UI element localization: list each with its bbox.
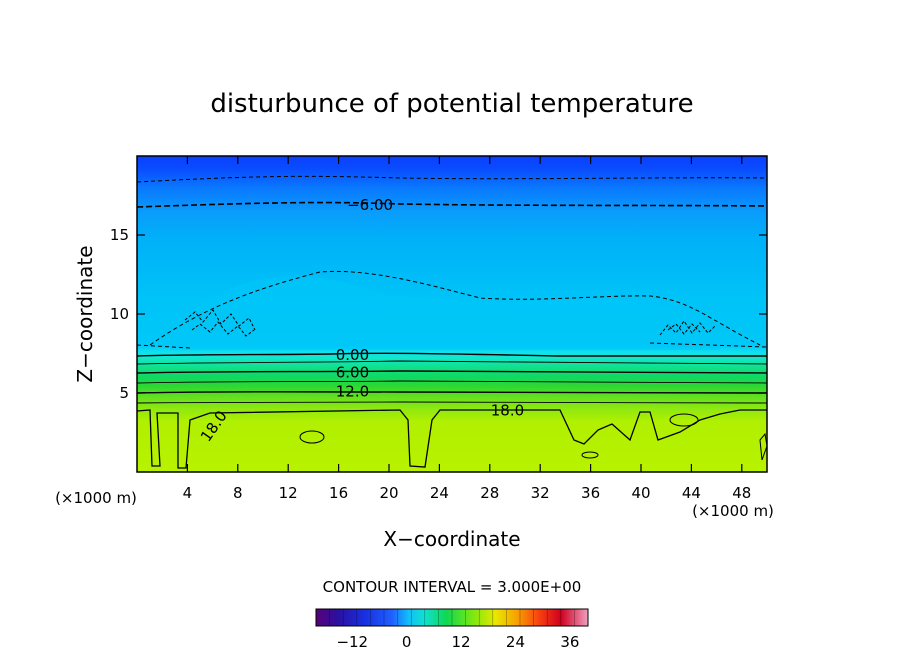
colorbar-tick-label: −12 [336, 633, 368, 651]
x-tick-label: 44 [682, 484, 701, 502]
contour-closed-1 [299, 430, 325, 444]
x-unit-right: (×1000 m) [692, 502, 774, 520]
contour-zero [137, 352, 767, 357]
y-tick-label: 5 [119, 384, 129, 402]
contour-turb-right [659, 320, 717, 336]
contour-6 [137, 370, 767, 374]
contour-turb-left [184, 309, 256, 337]
contour-dashed-minus6 [137, 201, 767, 208]
contour-dashed-top [137, 175, 767, 183]
x-axis-label: X−coordinate [383, 527, 520, 551]
contour-18 [137, 409, 767, 469]
cyan-bulge [170, 275, 720, 350]
contour-label: 12.0 [336, 382, 369, 400]
x-axis: 4 8 12 16 20 24 28 32 36 40 44 48 [183, 156, 751, 502]
contour-closed-2 [669, 413, 699, 427]
x-tick-label: 32 [531, 484, 550, 502]
colorbar: −12 0 12 24 36 [315, 608, 589, 651]
x-tick-label: 40 [631, 484, 650, 502]
colorbar-tick-label: 36 [560, 633, 579, 651]
x-tick-label: 12 [279, 484, 298, 502]
x-tick-label: 16 [329, 484, 348, 502]
y-axis-label: Z−coordinate [73, 245, 97, 382]
x-tick-label: 36 [581, 484, 600, 502]
x-tick-label: 24 [430, 484, 449, 502]
contour-right-edge [759, 432, 767, 461]
contour-dashed-low [137, 342, 767, 349]
contour-15 [137, 401, 767, 404]
colorbar-ticks: −12 0 12 24 36 [315, 609, 589, 651]
y-tick-label: 15 [110, 226, 129, 244]
x-tick-label: 8 [233, 484, 243, 502]
colorbar-tick-label: 0 [402, 633, 412, 651]
contour-12 [137, 391, 767, 394]
x-tick-label: 4 [183, 484, 193, 502]
x-tick-label: 28 [480, 484, 499, 502]
x-tick-label: 48 [732, 484, 751, 502]
contour-label: 0.00 [336, 346, 369, 364]
chart-title: disturbunce of potential temperature [210, 89, 693, 119]
y-tick-label: 10 [110, 305, 129, 323]
colorbar-tick-label: 24 [506, 633, 525, 651]
contour-3 [137, 360, 767, 365]
contour-label: 18.0 [491, 401, 524, 419]
x-unit-left: (×1000 m) [55, 489, 137, 507]
contour-interval-text: CONTOUR INTERVAL = 3.000E+00 [323, 578, 582, 596]
y-axis: 5 10 15 [110, 226, 767, 402]
contour-label: −6.00 [347, 196, 393, 214]
contour-lines [137, 175, 767, 469]
x-tick-label: 20 [379, 484, 398, 502]
contour-closed-3 [581, 451, 599, 459]
contour-label: 6.00 [336, 363, 369, 381]
colorbar-tick-label: 12 [452, 633, 471, 651]
